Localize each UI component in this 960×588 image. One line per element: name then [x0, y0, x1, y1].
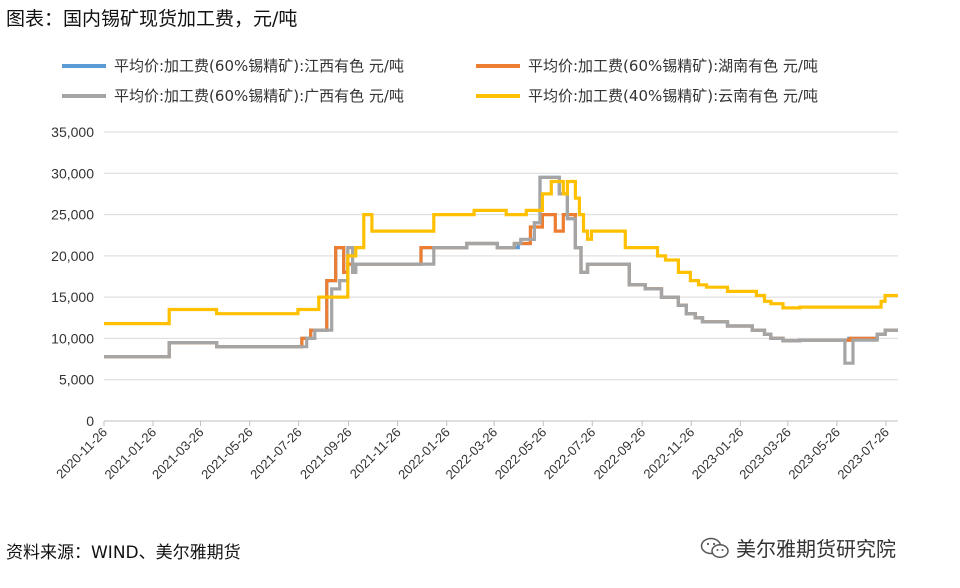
y-tick-label: 35,000 — [51, 124, 94, 140]
legend-label: 平均价:加工费(40%锡精矿):云南有色 元/吨 — [528, 87, 818, 105]
y-tick-label: 0 — [86, 413, 94, 429]
x-tick-label: 2021-03-26 — [149, 425, 207, 483]
tin-processing-fee-chart: 平均价:加工费(60%锡精矿):江西有色 元/吨 平均价:加工费(60%锡精矿):… — [51, 57, 898, 482]
x-tick-label: 2022-03-26 — [443, 425, 501, 483]
series-line-3 — [104, 175, 898, 365]
legend-label: 平均价:加工费(60%锡精矿):湖南有色 元/吨 — [528, 57, 818, 75]
legend: 平均价:加工费(60%锡精矿):江西有色 元/吨 平均价:加工费(60%锡精矿):… — [62, 57, 818, 105]
series-line-4 — [104, 179, 898, 326]
x-tick-label: 2023-05-26 — [785, 425, 843, 483]
watermark-text: 美尔雅期货研究院 — [736, 537, 896, 561]
series-lines — [104, 175, 898, 365]
x-tick-label: 2023-03-26 — [736, 425, 794, 483]
y-tick-label: 5,000 — [59, 372, 94, 388]
series-line-1 — [104, 175, 898, 359]
y-tick-label: 20,000 — [51, 248, 94, 264]
gridlines — [104, 131, 898, 422]
x-tick-label: 2023-07-26 — [834, 425, 892, 483]
x-tick-label: 2022-05-26 — [492, 425, 550, 483]
x-axis: 2020-11-262021-01-262021-03-262021-05-26… — [53, 421, 892, 482]
y-tick-label: 15,000 — [51, 289, 94, 305]
x-tick-label: 2021-09-26 — [297, 425, 355, 483]
wechat-icon — [700, 537, 729, 558]
figure-title: 图表：国内锡矿现货加工费，元/吨 — [6, 8, 298, 30]
y-tick-label: 25,000 — [51, 207, 94, 223]
y-tick-label: 10,000 — [51, 330, 94, 346]
legend-label: 平均价:加工费(60%锡精矿):广西有色 元/吨 — [114, 87, 404, 105]
x-tick-label: 2021-05-26 — [198, 425, 256, 483]
y-tick-label: 30,000 — [51, 165, 94, 181]
watermark: 美尔雅期货研究院 — [700, 533, 896, 562]
x-tick-label: 2021-07-26 — [247, 425, 305, 483]
series-line-2 — [104, 213, 898, 359]
source-note: 资料来源：WIND、美尔雅期货 — [6, 543, 241, 563]
x-tick-label: 2022-07-26 — [541, 425, 599, 483]
legend-label: 平均价:加工费(60%锡精矿):江西有色 元/吨 — [114, 57, 404, 75]
x-tick-label: 2022-09-26 — [591, 425, 649, 483]
y-axis: 0 5,000 10,000 15,000 20,000 25,000 30,000 35,0… — [51, 124, 94, 429]
